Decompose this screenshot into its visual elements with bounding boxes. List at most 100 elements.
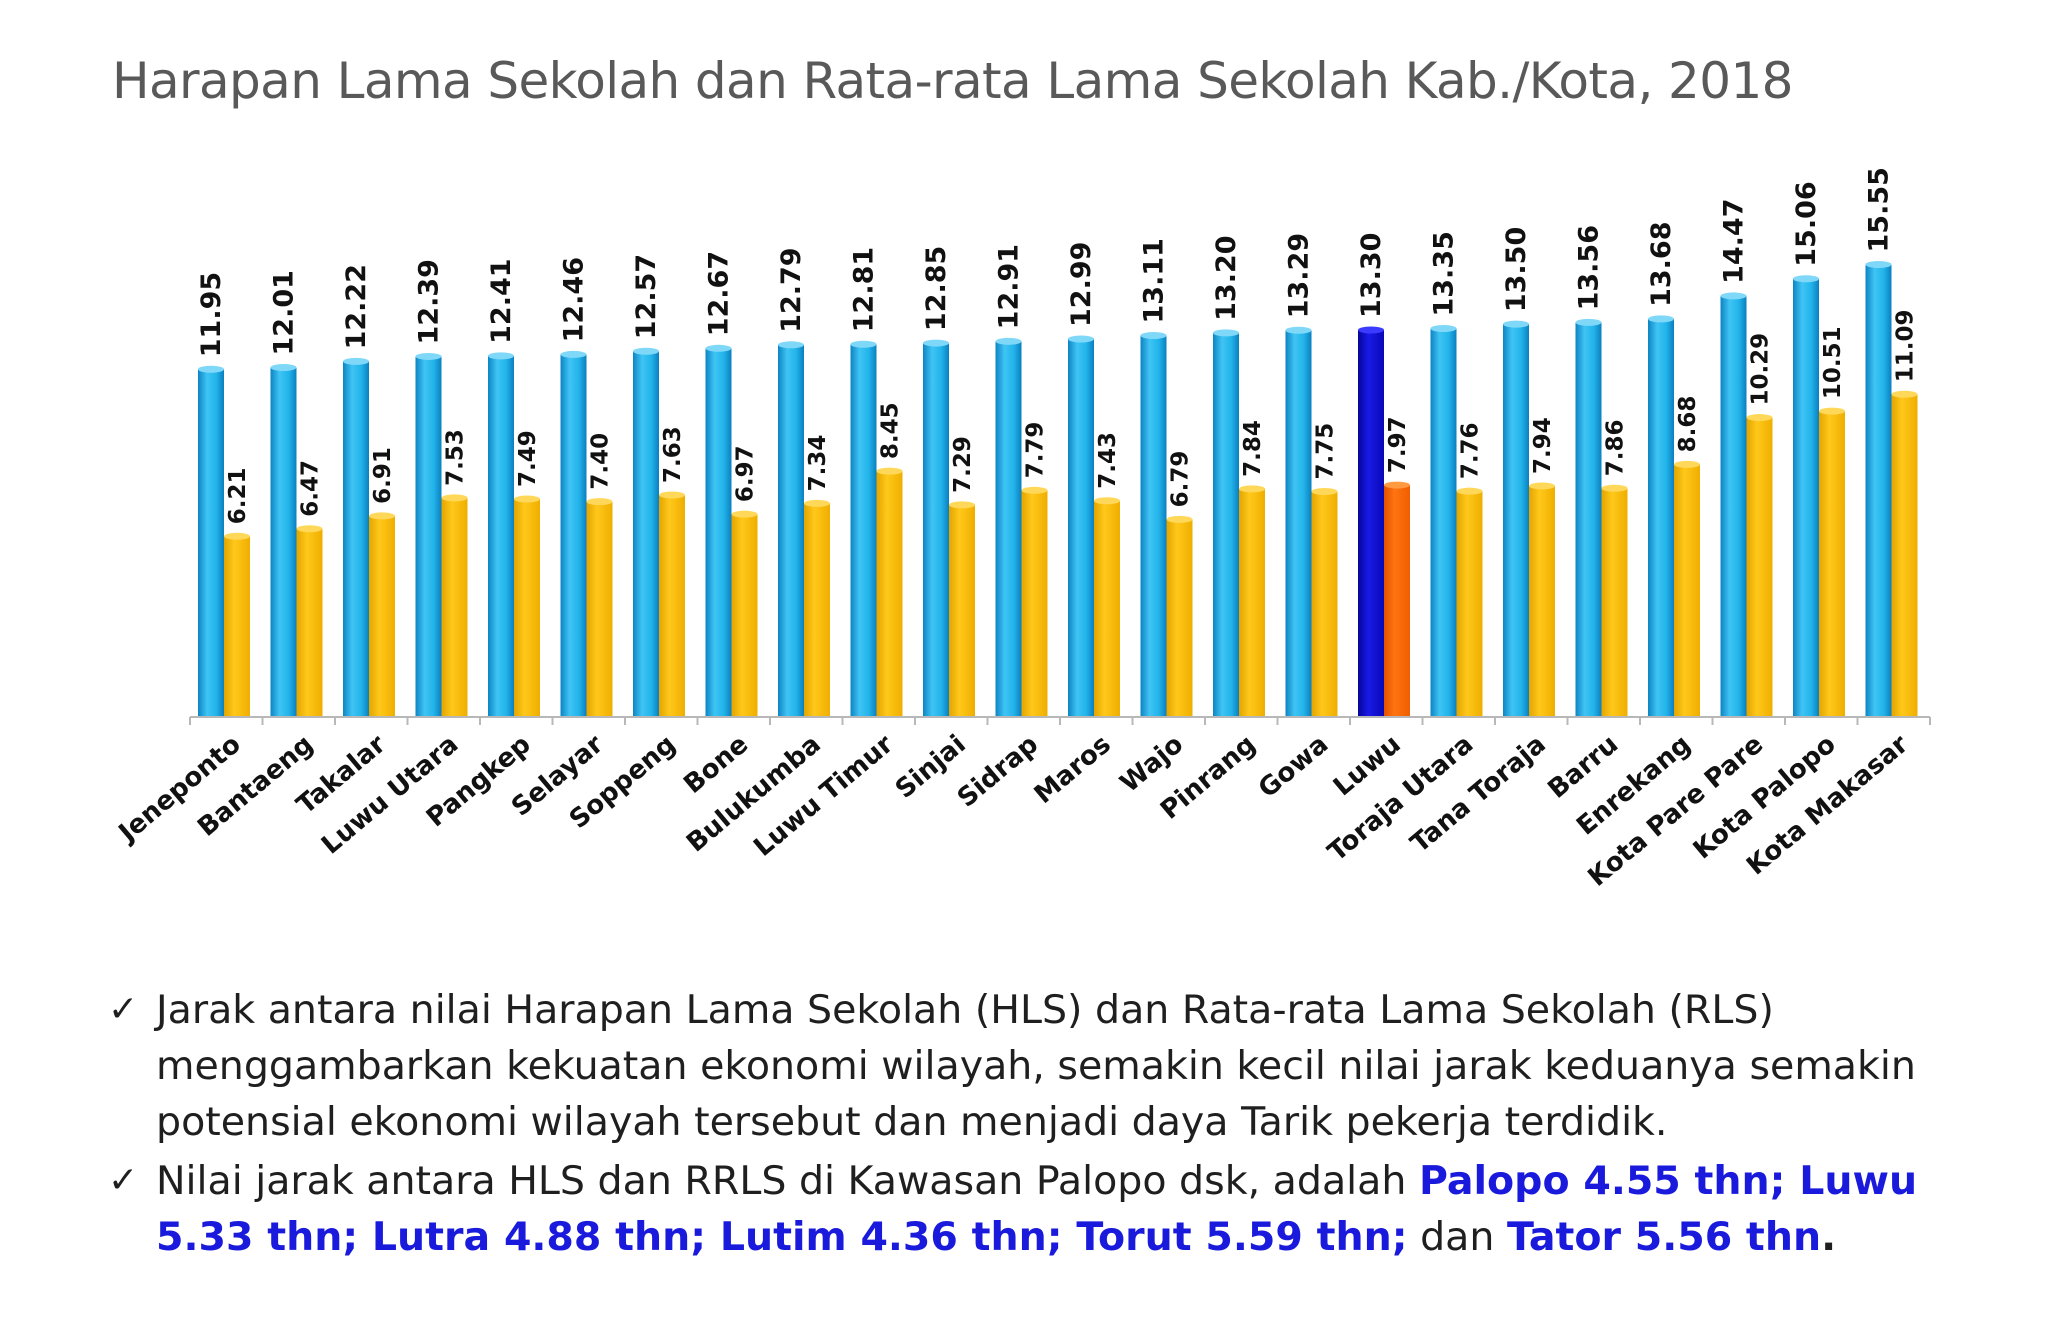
hls-bar-pangkep [488,355,514,717]
rls-bar-jeneponto [224,536,250,717]
note-2-highlight-tator: Tator 5.56 thn [1506,1214,1822,1260]
rls-bar-cap [1819,407,1845,415]
rls-bar-luwu-timur [876,471,903,717]
rls-value-label: 6.91 [370,447,396,504]
rls-value-label: 8.68 [1675,396,1701,453]
hls-value-label: 12.22 [341,264,372,349]
hls-bar-cap [923,339,949,347]
hls-bar-cap [1575,318,1602,326]
rls-value-label: 7.53 [443,429,469,486]
hls-bar-cap [343,357,369,365]
hls-value-label: 15.06 [1791,181,1822,266]
hls-bar-cap [1358,326,1384,334]
hls-value-label: 13.68 [1646,222,1677,307]
note-2-highlight-gaps: Palopo 4.55 thn; Luwu 5.33 thn; Lutra 4.… [156,1158,1918,1260]
hls-value-label: 13.30 [1356,233,1387,318]
rls-bar-cap [876,467,903,475]
rls-bar-cap [296,525,323,533]
rls-bar-sidrap [1021,490,1048,717]
rls-value-label: 7.43 [1095,432,1121,489]
hls-value-label: 12.79 [776,247,807,332]
hls-bar-cap [1793,275,1819,283]
hls-bar-cap [1213,329,1239,337]
hls-bar-barru [1575,322,1602,717]
hls-bar-cap [415,352,442,360]
hls-bar-cap [1285,326,1312,334]
hls-bar-cap [488,352,514,360]
rls-bar-cap [1601,484,1628,492]
hls-value-label: 12.57 [631,254,662,339]
hls-value-label: 12.81 [849,247,880,332]
rls-bar-takalar [369,515,395,717]
hls-bar-cap [198,365,224,373]
hls-value-label: 12.39 [414,259,445,344]
rls-value-label: 6.79 [1168,451,1194,508]
rls-value-label: 7.86 [1603,420,1629,477]
hls-value-label: 15.55 [1864,167,1895,252]
hls-bar-kota-pare-pare [1720,295,1747,717]
hls-bar-cap [1503,320,1529,328]
rls-bar-soppeng [659,494,685,717]
note-2-suffix: . [1821,1214,1837,1260]
rls-bar-toraja-utara [1456,491,1483,717]
rls-bar-cap [1021,486,1048,494]
hls-bar-kota-makasar [1865,264,1892,717]
hls-bar-gowa [1285,330,1312,717]
rls-bar-kota-palopo [1819,411,1845,717]
check-icon: ✓ [108,989,139,1030]
rls-bar-selayar [586,501,613,717]
category-label: Sidrap [952,729,1044,813]
rls-bar-gowa [1311,491,1338,717]
hls-bar-bone [705,348,732,717]
hls-value-label: 12.85 [921,246,952,331]
rls-bar-cap [1384,481,1410,489]
hls-value-label: 13.56 [1574,225,1605,310]
hls-bar-cap [1140,331,1167,339]
rls-bar-kota-makasar [1891,394,1918,717]
rls-bar-tana-toraja [1529,485,1555,717]
hls-bar-maros [1068,338,1094,717]
rls-value-label: 6.97 [733,445,759,502]
rls-bar-maros [1094,500,1120,717]
hls-bar-selayar [560,354,587,717]
hls-value-label: 13.29 [1284,233,1315,318]
category-label: Maros [1029,729,1117,810]
hls-bar-cap [1430,325,1457,333]
rls-bar-cap [1166,515,1193,523]
rls-value-label: 10.51 [1820,326,1846,399]
hls-bar-cap [850,340,877,348]
rls-bar-cap [586,498,613,506]
hls-value-label: 12.91 [994,244,1025,329]
rls-bar-wajo [1166,519,1193,717]
rls-bar-cap [1239,485,1265,493]
rls-bar-cap [804,499,830,507]
hls-value-label: 12.41 [486,258,517,343]
hls-bar-bulukumba [778,344,804,717]
rls-value-label: 7.94 [1530,417,1556,474]
rls-bar-cap [659,491,685,499]
rls-bar-bulukumba [804,503,830,717]
rls-value-label: 10.29 [1748,333,1774,406]
rls-value-label: 7.84 [1240,420,1266,477]
rls-value-label: 7.49 [515,430,541,487]
rls-bar-cap [1674,460,1700,468]
rls-bar-bone [731,514,758,717]
rls-value-label: 11.09 [1893,310,1919,383]
rls-bar-luwu [1384,485,1410,717]
hls-bar-cap [1648,315,1674,323]
note-1-text: Jarak antara nilai Harapan Lama Sekolah … [156,987,1916,1145]
note-2-middle: dan [1407,1214,1507,1260]
hls-bar-kota-palopo [1793,278,1819,717]
rls-value-label: 6.47 [298,460,324,517]
hls-bar-cap [1068,335,1094,343]
rls-bar-cap [1891,390,1918,398]
rls-bar-bantaeng [296,528,323,717]
rls-bar-cap [1746,414,1773,422]
hls-bar-cap [633,347,659,355]
hls-bar-cap [1720,292,1747,300]
hls-bar-cap [1865,260,1892,268]
rls-value-label: 7.63 [660,426,686,483]
rls-bar-cap [1529,482,1555,490]
hls-bar-cap [995,337,1022,345]
rls-value-label: 7.79 [1023,422,1049,479]
